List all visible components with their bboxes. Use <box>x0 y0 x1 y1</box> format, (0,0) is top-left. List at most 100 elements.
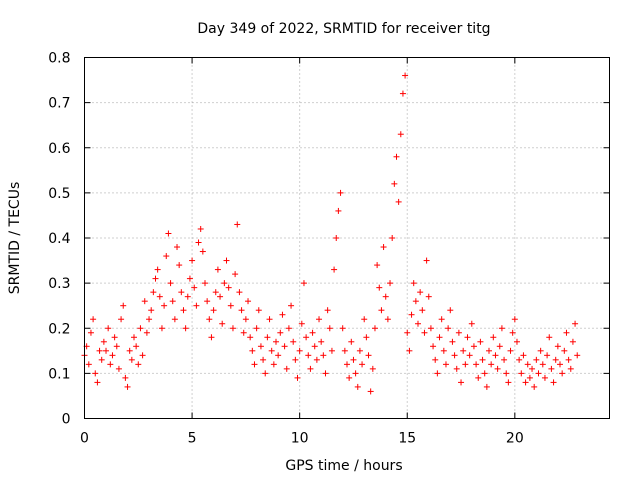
data-point <box>270 361 277 368</box>
y-tick-label: 0.7 <box>48 96 70 112</box>
data-point <box>393 153 400 160</box>
data-point <box>122 374 129 381</box>
chart-title: Day 349 of 2022, SRMTID for receiver tit… <box>197 21 490 37</box>
data-point <box>470 343 477 350</box>
data-point <box>481 370 488 377</box>
data-point <box>344 361 350 368</box>
data-point <box>262 370 269 377</box>
data-point <box>548 365 555 372</box>
data-point <box>462 361 469 368</box>
data-point <box>300 280 307 287</box>
data-point <box>544 352 551 359</box>
data-point <box>253 325 260 332</box>
data-point <box>324 307 331 314</box>
data-point <box>294 374 301 381</box>
data-point <box>524 361 531 368</box>
data-point <box>316 316 323 323</box>
data-point <box>574 352 581 359</box>
data-point <box>565 356 572 363</box>
data-point <box>232 271 239 278</box>
data-point <box>141 298 148 305</box>
data-point <box>189 257 196 264</box>
data-point <box>219 320 226 327</box>
data-point <box>240 329 247 336</box>
data-point <box>498 325 505 332</box>
data-point <box>359 361 366 368</box>
data-point <box>380 244 387 251</box>
data-point <box>309 329 316 336</box>
data-point <box>421 329 428 336</box>
data-point <box>451 352 458 359</box>
data-point <box>337 189 344 196</box>
data-point <box>419 307 426 314</box>
data-point <box>384 316 391 323</box>
data-point <box>161 302 168 309</box>
data-point <box>348 338 355 345</box>
data-point <box>195 239 202 246</box>
data-point <box>96 347 103 354</box>
data-point <box>397 131 404 138</box>
data-point <box>227 302 234 309</box>
data-point <box>440 347 447 354</box>
data-point <box>208 334 215 341</box>
data-point <box>464 334 471 341</box>
data-point <box>533 356 540 363</box>
data-point <box>212 289 219 296</box>
data-point <box>361 316 368 323</box>
data-point <box>408 311 415 318</box>
data-point <box>438 316 445 323</box>
data-point <box>350 356 357 363</box>
data-point <box>130 334 137 341</box>
data-point <box>341 347 348 354</box>
data-point <box>559 370 566 377</box>
data-point <box>238 307 245 314</box>
data-point <box>333 235 340 241</box>
data-point <box>245 298 252 305</box>
data-point <box>186 275 193 282</box>
data-point <box>234 221 241 228</box>
data-point <box>449 338 456 345</box>
data-point <box>399 90 406 97</box>
data-point <box>268 347 275 354</box>
data-point <box>184 293 191 300</box>
data-point <box>285 325 292 332</box>
data-point <box>272 338 279 345</box>
data-point <box>475 374 482 381</box>
data-point <box>374 262 381 269</box>
data-point <box>169 298 176 305</box>
data-point <box>165 230 172 237</box>
data-point <box>191 284 198 291</box>
data-point <box>279 311 286 318</box>
data-point <box>126 347 133 354</box>
data-point <box>98 356 105 363</box>
x-tick-label: 20 <box>506 431 524 447</box>
data-point <box>176 262 183 269</box>
data-point <box>128 356 135 363</box>
data-point <box>221 280 228 287</box>
data-point <box>113 343 120 350</box>
data-point <box>275 352 282 359</box>
data-point <box>436 334 443 341</box>
data-point <box>214 266 221 273</box>
data-point <box>546 334 553 341</box>
data-point <box>260 356 267 363</box>
data-point <box>412 298 419 305</box>
data-point <box>251 361 258 368</box>
y-tick-label: 0.1 <box>48 366 70 382</box>
data-point <box>395 198 402 205</box>
data-point <box>92 370 99 377</box>
data-point <box>201 280 208 287</box>
data-point <box>554 343 561 350</box>
data-point <box>402 72 409 79</box>
data-point <box>550 379 557 386</box>
data-point <box>264 334 271 341</box>
axis-ticks: 0 5 10 15 20 0 0.1 0.2 0.3 0.4 0.5 0.6 0.7 0.8 <box>48 51 610 447</box>
data-point <box>292 356 299 363</box>
data-point <box>163 253 170 260</box>
y-tick-label: 0.6 <box>48 141 70 157</box>
data-point <box>509 329 516 336</box>
data-point <box>111 334 118 341</box>
x-tick-label: 0 <box>80 431 89 447</box>
data-point <box>118 316 125 323</box>
data-point <box>537 347 544 354</box>
